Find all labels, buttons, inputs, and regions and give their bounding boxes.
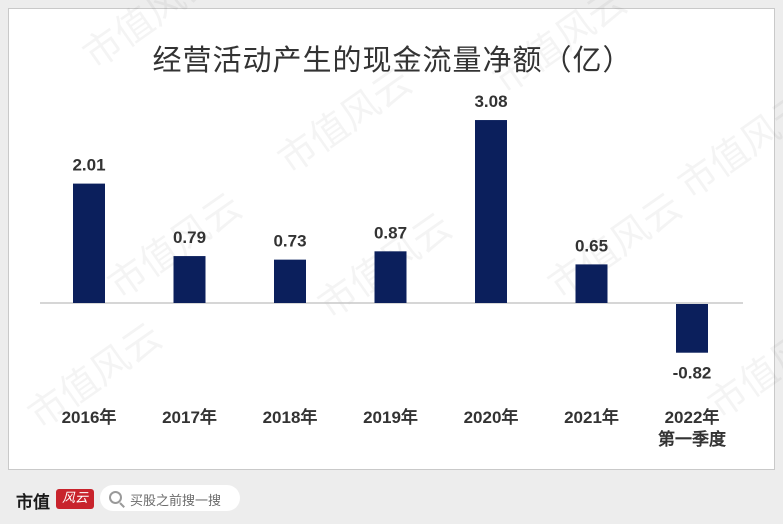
- chart-title: 经营活动产生的现金流量净额（亿）: [152, 43, 633, 77]
- watermark-text: 市值风云: [270, 59, 420, 182]
- bar-2018年: [274, 259, 306, 303]
- x-tick-label: 2022年: [665, 407, 720, 427]
- watermark-text: 市值风云: [540, 184, 690, 307]
- data-label: -0.82: [673, 364, 712, 383]
- data-label: 0.65: [575, 236, 608, 255]
- search-icon: [109, 491, 122, 504]
- watermark-text: 市值风云: [670, 84, 783, 207]
- bar-2019年: [374, 251, 407, 303]
- watermark-text: 市值风云: [75, 0, 225, 77]
- x-tick-label: 2016年: [62, 407, 117, 427]
- brand-name: 市值: [16, 493, 50, 513]
- data-label: 0.73: [273, 232, 306, 251]
- x-tick-label: 2018年: [263, 407, 318, 427]
- bar-2017年: [173, 256, 206, 303]
- data-label: 2.01: [72, 156, 105, 175]
- bar-2022年第一季度: [676, 304, 708, 353]
- bar-2020年: [475, 120, 507, 303]
- bar-chart: 市值风云市值风云市值风云市值风云市值风云市值风云市值风云市值风云市值风云2.01…: [20, 0, 783, 449]
- search-placeholder: 买股之前搜一搜: [130, 494, 222, 509]
- x-tick-label: 2019年: [363, 407, 418, 427]
- watermark-text: 市值风云: [485, 0, 635, 102]
- search-box[interactable]: 买股之前搜一搜: [100, 485, 240, 511]
- bar-2021年: [575, 264, 608, 303]
- x-tick-label: 2021年: [564, 407, 619, 427]
- x-tick-label: 2020年: [464, 407, 519, 427]
- x-tick-label: 2017年: [162, 407, 217, 427]
- data-label: 0.87: [374, 223, 407, 242]
- bar-2016年: [73, 183, 105, 303]
- brand-logo: 风云: [56, 489, 94, 509]
- data-label: 0.79: [173, 228, 206, 247]
- x-tick-label: 第一季度: [658, 429, 727, 449]
- data-label: 3.08: [474, 92, 507, 111]
- footer-bar: 市值 风云 买股之前搜一搜: [0, 478, 783, 524]
- chart-card: 经营活动产生的现金流量净额（亿）: [8, 8, 775, 470]
